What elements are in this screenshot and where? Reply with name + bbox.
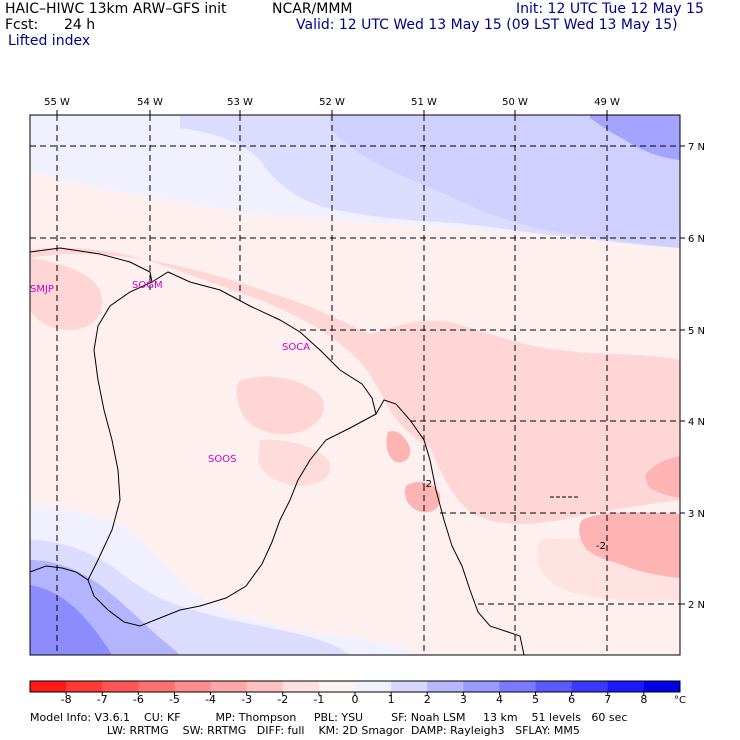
- colorbar-swatch: [463, 681, 500, 692]
- model-info-line2: LW: RRTMG SW: RRTMG DIFF: full KM: 2D Sm…: [30, 724, 580, 737]
- colorbar-swatch: [643, 681, 681, 692]
- colorbar-label: 4: [495, 693, 503, 706]
- lifted-index-field: [30, 115, 680, 655]
- colorbar-label: 3: [459, 693, 467, 706]
- colorbar-label: 1: [387, 693, 395, 706]
- colorbar-label: -2: [277, 693, 289, 706]
- colorbar-swatch: [318, 681, 356, 692]
- lon-label: 55 W: [44, 97, 70, 108]
- station-label: SOOS: [208, 454, 236, 465]
- colorbar-swatch: [174, 681, 212, 692]
- colorbar-label: 2: [423, 693, 431, 706]
- station-label: SOGM: [132, 280, 163, 291]
- colorbar-swatch: [30, 681, 67, 692]
- colorbar-label: -7: [96, 693, 108, 706]
- colorbar-label: 5: [532, 693, 540, 706]
- lon-label: 51 W: [411, 97, 437, 108]
- map-frame: [29, 114, 681, 656]
- colorbar-swatch: [571, 681, 609, 692]
- colorbar-label: -4: [205, 693, 217, 706]
- colorbar-swatch: [138, 681, 175, 692]
- colorbar-swatch: [282, 681, 320, 692]
- station-label: SOCA: [282, 342, 310, 353]
- colorbar-swatch: [210, 681, 248, 692]
- lat-label: 2 N: [688, 600, 705, 611]
- colorbar-swatch: [499, 681, 537, 692]
- colorbar-swatch: [607, 681, 645, 692]
- colorbar-unit: °C: [674, 695, 686, 706]
- colorbar-label: 0: [351, 693, 359, 706]
- colorbar-label: -8: [60, 693, 72, 706]
- colorbar-swatch: [246, 681, 284, 692]
- lon-label: 50 W: [502, 97, 528, 108]
- contour-label: -2: [422, 479, 432, 490]
- colorbar-swatch: [66, 681, 103, 692]
- colorbar: [29, 680, 681, 695]
- colorbar-label: 6: [568, 693, 576, 706]
- colorbar-swatch: [535, 681, 573, 692]
- contour-label: -2: [596, 541, 606, 552]
- colorbar-label: -3: [241, 693, 253, 706]
- model-title: HAIC–HIWC 13km ARW–GFS init: [5, 1, 227, 17]
- lat-label: 5 N: [688, 326, 705, 337]
- model-info-line1: Model Info: V3.6.1 CU: KF MP: Thompson P…: [30, 711, 628, 724]
- fcst-value: 24 h: [64, 17, 96, 33]
- colorbar-swatch: [391, 681, 428, 692]
- lat-label: 6 N: [688, 234, 705, 245]
- lon-label: 54 W: [137, 97, 163, 108]
- field-name: Lifted index: [8, 33, 91, 49]
- lat-lon-grid: [30, 115, 680, 655]
- lat-label: 3 N: [688, 509, 705, 520]
- lon-label: 53 W: [227, 97, 253, 108]
- fcst-label: Fcst:: [5, 17, 39, 33]
- colorbar-swatch: [355, 681, 392, 692]
- top-ticks: [56, 110, 685, 605]
- colorbar-label: 8: [640, 693, 648, 706]
- lon-label: 52 W: [319, 97, 345, 108]
- colorbar-label: -5: [168, 693, 180, 706]
- lat-label: 4 N: [688, 417, 705, 428]
- colorbar-label: -6: [132, 693, 144, 706]
- org-label: NCAR/MMM: [272, 1, 353, 17]
- init-time: Init: 12 UTC Tue 12 May 15: [516, 1, 704, 17]
- valid-time: Valid: 12 UTC Wed 13 May 15 (09 LST Wed …: [296, 17, 678, 33]
- colorbar-label: 7: [604, 693, 612, 706]
- colorbar-swatch: [102, 681, 139, 692]
- lat-label: 7 N: [688, 142, 705, 153]
- coastline: [30, 247, 525, 655]
- lon-label: 49 W: [594, 97, 620, 108]
- station-label: SMJP: [30, 284, 54, 295]
- colorbar-swatch: [427, 681, 464, 692]
- colorbar-label: -1: [313, 693, 325, 706]
